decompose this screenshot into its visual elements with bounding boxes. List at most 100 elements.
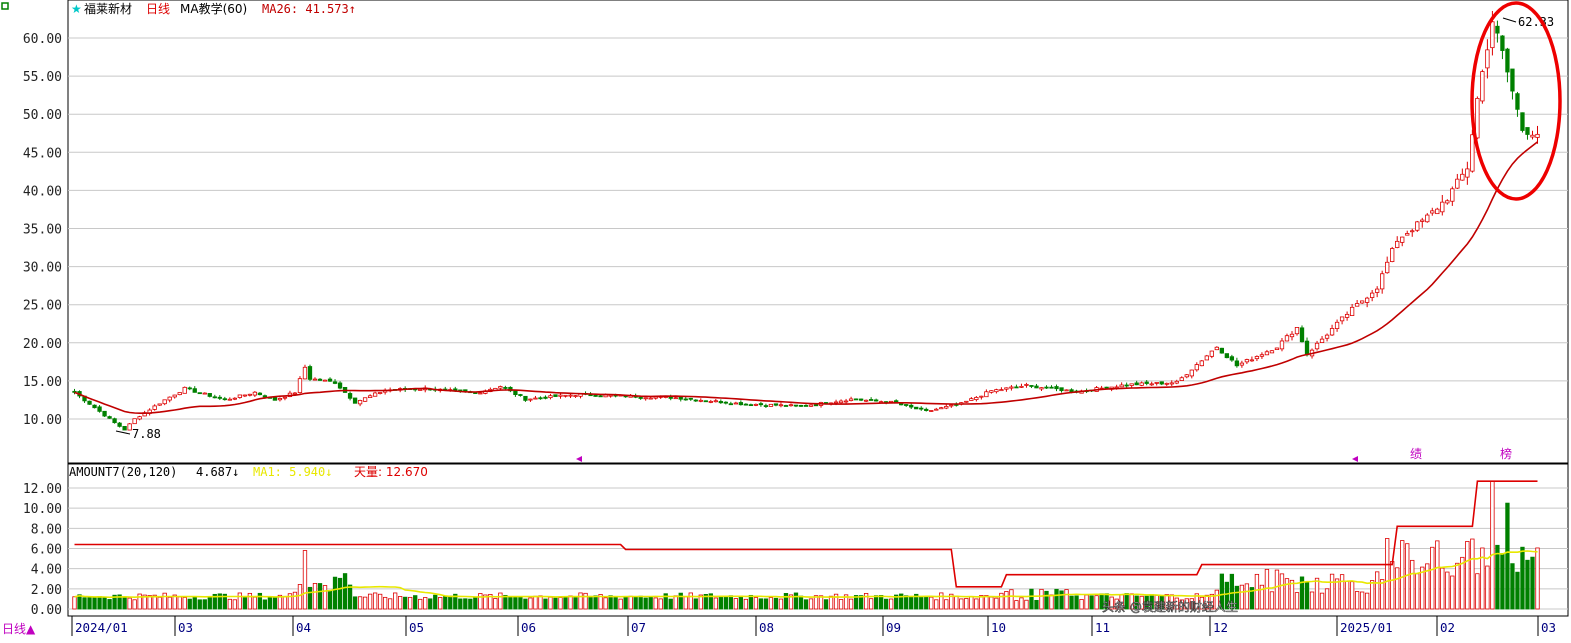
amount-value: 4.687↓ bbox=[196, 465, 239, 479]
ranking-flag[interactable]: 榜 bbox=[1500, 446, 1512, 461]
volume-bar bbox=[237, 592, 242, 610]
candle-down bbox=[743, 403, 749, 406]
volume-bar bbox=[187, 598, 192, 610]
volume-bar bbox=[1139, 595, 1144, 610]
amount-indicator-name: AMOUNT7(20,120) bbox=[69, 465, 177, 479]
volume-bar bbox=[87, 597, 92, 610]
candle-down bbox=[212, 396, 217, 399]
candle-down bbox=[858, 398, 864, 401]
candle-up bbox=[1380, 273, 1385, 290]
candle-down bbox=[914, 406, 919, 410]
volume-bar bbox=[773, 597, 779, 610]
volume-bar bbox=[478, 593, 483, 610]
volume-bar bbox=[327, 590, 333, 610]
volume-bar bbox=[1490, 480, 1495, 610]
candle-up bbox=[1344, 313, 1350, 318]
volume-bar bbox=[503, 594, 508, 610]
volume-bar bbox=[608, 595, 613, 610]
candle-down bbox=[1134, 382, 1139, 386]
candle-up bbox=[1445, 200, 1450, 204]
volume-bar bbox=[733, 598, 739, 610]
volume-bar bbox=[1410, 559, 1415, 610]
candle-down bbox=[1219, 347, 1225, 354]
volume-bar bbox=[82, 597, 87, 610]
candle-down bbox=[593, 394, 598, 397]
candle-up bbox=[1019, 385, 1024, 388]
volume-bar bbox=[1465, 541, 1470, 610]
volume-bar bbox=[1440, 567, 1445, 610]
period-switch-button[interactable]: 日线▲ bbox=[2, 622, 36, 636]
ma26-line bbox=[74, 141, 1538, 415]
volume-bar bbox=[1455, 562, 1460, 610]
stock-name: 福莱新材 bbox=[84, 1, 132, 16]
candle-up bbox=[808, 404, 814, 407]
volume-bar bbox=[688, 592, 693, 610]
volume-bar bbox=[1169, 594, 1174, 610]
volume-bar bbox=[813, 595, 819, 610]
volume-bar bbox=[162, 592, 167, 610]
earnings-flag[interactable]: 绩 bbox=[1410, 447, 1422, 461]
candle-down bbox=[352, 397, 358, 404]
volume-bar bbox=[508, 596, 513, 610]
candle-up bbox=[357, 400, 363, 405]
volume-bar bbox=[1319, 592, 1325, 610]
volume-bar bbox=[1244, 583, 1250, 610]
volume-bar bbox=[1029, 588, 1034, 610]
volume-bar bbox=[72, 596, 77, 610]
volume-bar bbox=[628, 595, 633, 610]
volume-bar bbox=[753, 597, 759, 610]
candle-down bbox=[508, 386, 513, 392]
volume-bar bbox=[1024, 599, 1029, 610]
candle-up bbox=[1334, 321, 1340, 330]
volume-bar bbox=[808, 598, 814, 610]
indicator-name: MA教学(60) bbox=[180, 1, 247, 16]
period-label: 日线 bbox=[146, 2, 170, 16]
candle-down bbox=[1299, 327, 1305, 343]
candle-down bbox=[553, 394, 558, 397]
panel-toggle-icon[interactable] bbox=[1, 2, 9, 10]
volume-bar bbox=[1074, 595, 1079, 610]
volume-bar bbox=[929, 596, 934, 610]
candle-up bbox=[1465, 168, 1470, 178]
candle-up bbox=[999, 389, 1004, 392]
volume-bar bbox=[723, 595, 728, 610]
volume-bar bbox=[798, 595, 804, 610]
volume-bar bbox=[959, 598, 964, 610]
y-tick-label: 60.00 bbox=[23, 32, 62, 47]
volume-bar bbox=[1344, 581, 1350, 610]
volume-bar bbox=[1109, 596, 1114, 610]
candle-down bbox=[909, 404, 914, 408]
volume-bar bbox=[468, 598, 473, 610]
volume-bar bbox=[833, 593, 839, 610]
y-tick-label: 35.00 bbox=[23, 223, 62, 238]
volume-bar bbox=[603, 597, 608, 610]
candles[interactable] bbox=[72, 10, 1540, 431]
candle-up bbox=[1475, 98, 1480, 139]
candle-up bbox=[848, 398, 854, 401]
volume-bar bbox=[788, 594, 794, 610]
candle-up bbox=[1279, 340, 1285, 350]
volume-bar bbox=[242, 597, 248, 610]
candle-up bbox=[1339, 316, 1345, 322]
candle-up bbox=[1284, 335, 1290, 342]
candle-up bbox=[1329, 328, 1335, 336]
candle-up bbox=[1264, 351, 1270, 356]
volume-bar bbox=[613, 596, 618, 610]
x-tick-label: 11 bbox=[1095, 620, 1110, 635]
candle-down bbox=[122, 426, 127, 431]
volume-bars[interactable] bbox=[72, 480, 1540, 610]
volume-bar bbox=[708, 593, 713, 610]
ma1-value: MA1: 5.940↓ bbox=[253, 465, 332, 479]
candle-up bbox=[152, 405, 157, 410]
flag-arrow-icon[interactable] bbox=[576, 456, 582, 462]
candle-down bbox=[1304, 340, 1310, 356]
candle-up bbox=[1530, 134, 1535, 138]
x-tick-label: 05 bbox=[409, 620, 424, 635]
flag-arrow-icon[interactable] bbox=[1352, 456, 1358, 462]
volume-bar bbox=[1054, 588, 1059, 610]
volume-bar bbox=[623, 596, 628, 610]
volume-bar bbox=[272, 597, 278, 610]
candle-up bbox=[1370, 292, 1375, 298]
